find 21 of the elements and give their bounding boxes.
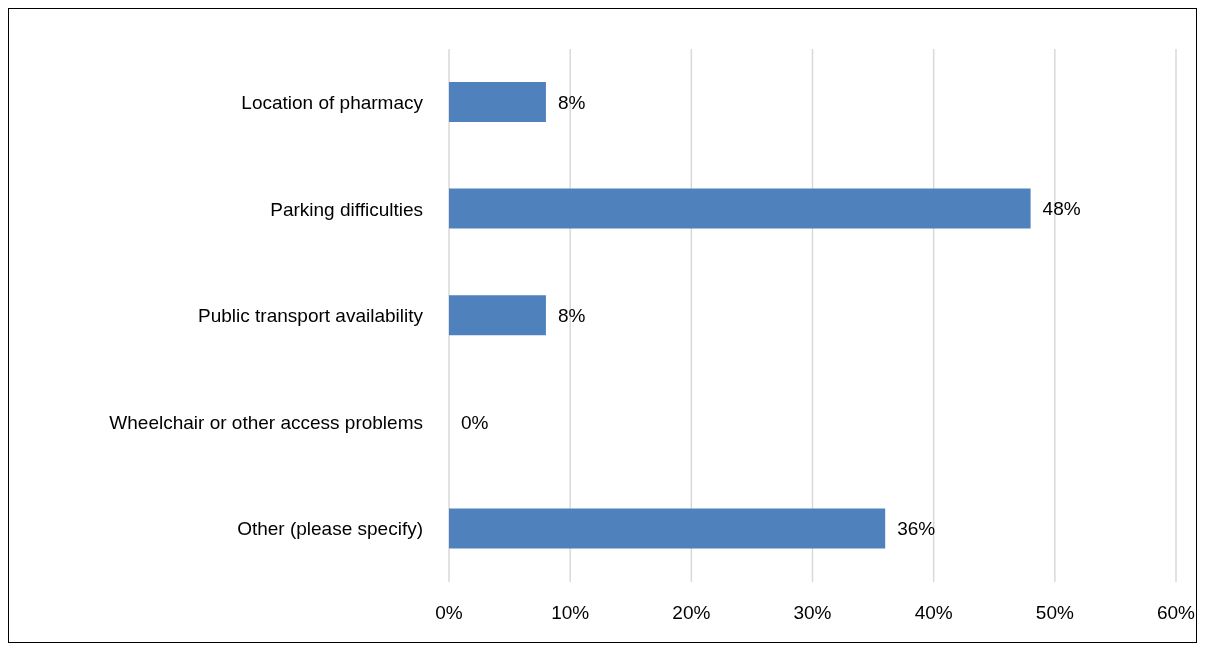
y-tick-label: Parking difficulties xyxy=(270,198,423,220)
bar xyxy=(449,508,886,549)
bar xyxy=(449,82,546,122)
data-label: 0% xyxy=(461,411,489,433)
bar xyxy=(449,188,1031,229)
x-tick-label: 10% xyxy=(551,602,590,624)
bar xyxy=(449,295,546,336)
data-label: 8% xyxy=(557,305,586,326)
x-tick-label: 50% xyxy=(1035,602,1074,624)
x-tick-label: 30% xyxy=(793,602,832,624)
data-label: 36% xyxy=(897,518,936,540)
y-tick-label: Wheelchair or other access problems xyxy=(109,411,423,433)
y-tick-label: Other (please specify) xyxy=(237,518,423,540)
x-tick-label: 0% xyxy=(435,602,463,624)
x-tick-label: 40% xyxy=(914,602,953,624)
x-tick-label: 20% xyxy=(672,602,711,624)
y-tick-label: Location of pharmacy xyxy=(241,92,424,114)
data-label: 8% xyxy=(557,91,586,113)
data-label: 48% xyxy=(1042,198,1081,220)
x-tick-label: 60% xyxy=(1156,602,1196,624)
y-tick-label: Public transport availability xyxy=(198,305,424,327)
